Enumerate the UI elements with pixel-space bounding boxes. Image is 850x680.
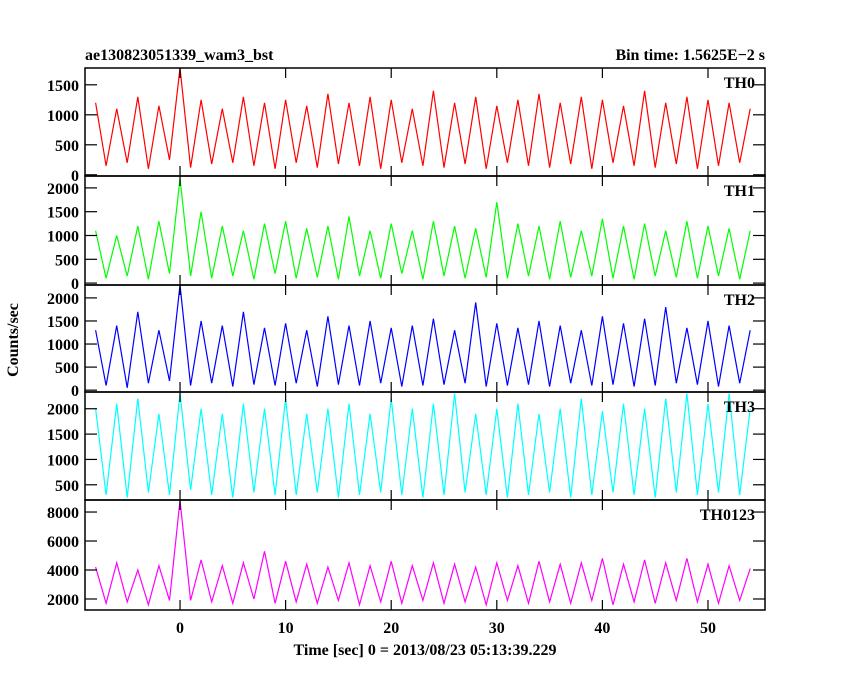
x-tick-label: 20	[383, 620, 399, 637]
y-tick-label: 0	[71, 383, 79, 400]
light-curve	[95, 500, 751, 608]
y-tick-label: 2000	[47, 402, 79, 419]
y-tick-label: 1000	[47, 452, 79, 469]
y-tick-label: 1500	[47, 78, 79, 95]
y-tick-label: 4000	[47, 563, 79, 580]
y-tick-label: 0	[71, 276, 79, 293]
y-tick-label: 500	[55, 138, 79, 155]
x-tick-label: 50	[700, 620, 716, 637]
light-curve	[95, 393, 751, 498]
x-tick-label: 10	[278, 620, 294, 637]
y-tick-label: 1500	[47, 314, 79, 331]
light-curve	[95, 67, 751, 169]
panel-label: TH0	[724, 75, 755, 92]
y-tick-label: 6000	[47, 534, 79, 551]
y-tick-label: 8000	[47, 505, 79, 522]
chart-title: ae130823051339_wam3_bst	[85, 47, 274, 64]
light-curve	[95, 284, 751, 388]
y-tick-label: 500	[55, 360, 79, 377]
panel-label: TH0123	[700, 507, 755, 524]
panel-label: TH2	[724, 292, 755, 309]
y-tick-label: 500	[55, 252, 79, 269]
y-tick-label: 1500	[47, 427, 79, 444]
y-tick-label: 1000	[47, 108, 79, 125]
chart-subtitle: Bin time: 1.5625E−2 s	[615, 47, 765, 64]
x-tick-label: 0	[176, 620, 184, 637]
x-axis-label: Time [sec] 0 = 2013/08/23 05:13:39.229	[293, 642, 556, 659]
panel-frame	[84, 499, 766, 611]
x-tick-label: 40	[594, 620, 610, 637]
y-tick-label: 1000	[47, 228, 79, 245]
panel-label: TH1	[724, 183, 755, 200]
y-tick-label: 1000	[47, 337, 79, 354]
y-tick-label: 1500	[47, 205, 79, 222]
x-tick-label: 30	[489, 620, 505, 637]
y-tick-label: 2000	[47, 592, 79, 609]
light-curve	[95, 178, 751, 280]
y-tick-label: 2000	[47, 291, 79, 308]
y-tick-label: 0	[71, 168, 79, 185]
panel-label: TH3	[724, 399, 755, 416]
y-tick-label: 500	[55, 478, 79, 495]
y-axis-label: Counts/sec	[5, 303, 22, 377]
y-tick-label: 2000	[47, 181, 79, 198]
